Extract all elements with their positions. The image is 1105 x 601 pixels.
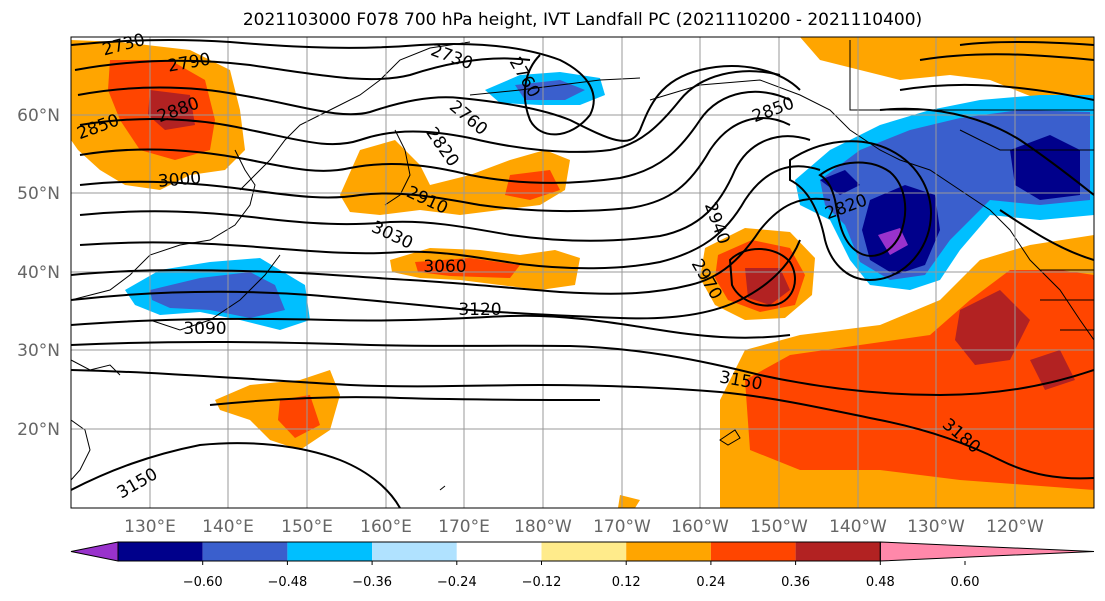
map-field (71, 37, 1094, 508)
colorbar-tick-label: −0.24 (437, 575, 477, 590)
colorbar-segment (118, 542, 203, 561)
colorbar-extend-high (879, 541, 1095, 562)
longitude-label: 140°W (829, 517, 887, 537)
longitude-labels: 130°E 140°E 150°E 160°E 170°E 180°W 170°W 160°W… (124, 517, 1044, 537)
longitude-label: 130°W (907, 517, 965, 537)
latitude-label: 20°N (17, 420, 60, 440)
map-title: 2021103000 F078 700 hPa height, IVT Land… (242, 10, 923, 30)
longitude-label: 150°W (750, 517, 808, 537)
colorbar-segment (541, 542, 627, 561)
colorbar-tick-label: −0.48 (267, 575, 307, 590)
latitude-label: 60°N (17, 106, 60, 126)
colorbar-segment (202, 542, 288, 561)
longitude-label: 130°E (124, 517, 176, 537)
longitude-label: 160°E (360, 517, 412, 537)
longitude-label: 150°E (281, 517, 333, 537)
colorbar-segment (795, 542, 881, 561)
colorbar: −0.60 −0.48 −0.36 −0.24 −0.12 0.12 0.24 0.36 0.4… (70, 541, 1095, 590)
longitude-label: 120°W (986, 517, 1044, 537)
gridlines (71, 37, 1094, 508)
colorbar-segment (626, 542, 711, 561)
colorbar-tick-label: 0.36 (781, 575, 810, 590)
colorbar-tick-label: 0.48 (866, 575, 895, 590)
colorbar-segment (456, 542, 542, 561)
colorbar-tick-label: 0.24 (696, 575, 725, 590)
colorbar-tick-label: −0.12 (522, 575, 562, 590)
latitude-labels: 60°N 50°N 40°N 30°N 20°N (17, 106, 60, 440)
latitude-label: 30°N (17, 341, 60, 361)
latitude-label: 50°N (17, 184, 60, 204)
longitude-label: 160°W (671, 517, 729, 537)
contour-label: 3060 (423, 257, 466, 277)
latitude-label: 40°N (17, 263, 60, 283)
longitude-label: 170°E (438, 517, 490, 537)
colorbar-outline (117, 541, 881, 562)
height-contours (71, 38, 1094, 508)
contour-label: 3000 (157, 168, 202, 192)
colorbar-segment (710, 542, 796, 561)
coastlines (71, 40, 1094, 491)
map-frame (70, 36, 1095, 509)
contour-label: 3120 (458, 300, 501, 320)
colorbar-tick-label: 0.60 (951, 575, 980, 590)
longitude-label: 180°W (514, 517, 572, 537)
colorbar-tick-label: −0.60 (183, 575, 223, 590)
colorbar-tick-label: −0.36 (352, 575, 392, 590)
longitude-label: 170°W (593, 517, 651, 537)
colorbar-segment (372, 542, 457, 561)
colorbar-extend-low (70, 541, 119, 562)
colorbar-segment (287, 542, 373, 561)
colorbar-tick-label: 0.12 (612, 575, 641, 590)
contour-label: 3090 (183, 319, 226, 339)
longitude-label: 140°E (202, 517, 254, 537)
